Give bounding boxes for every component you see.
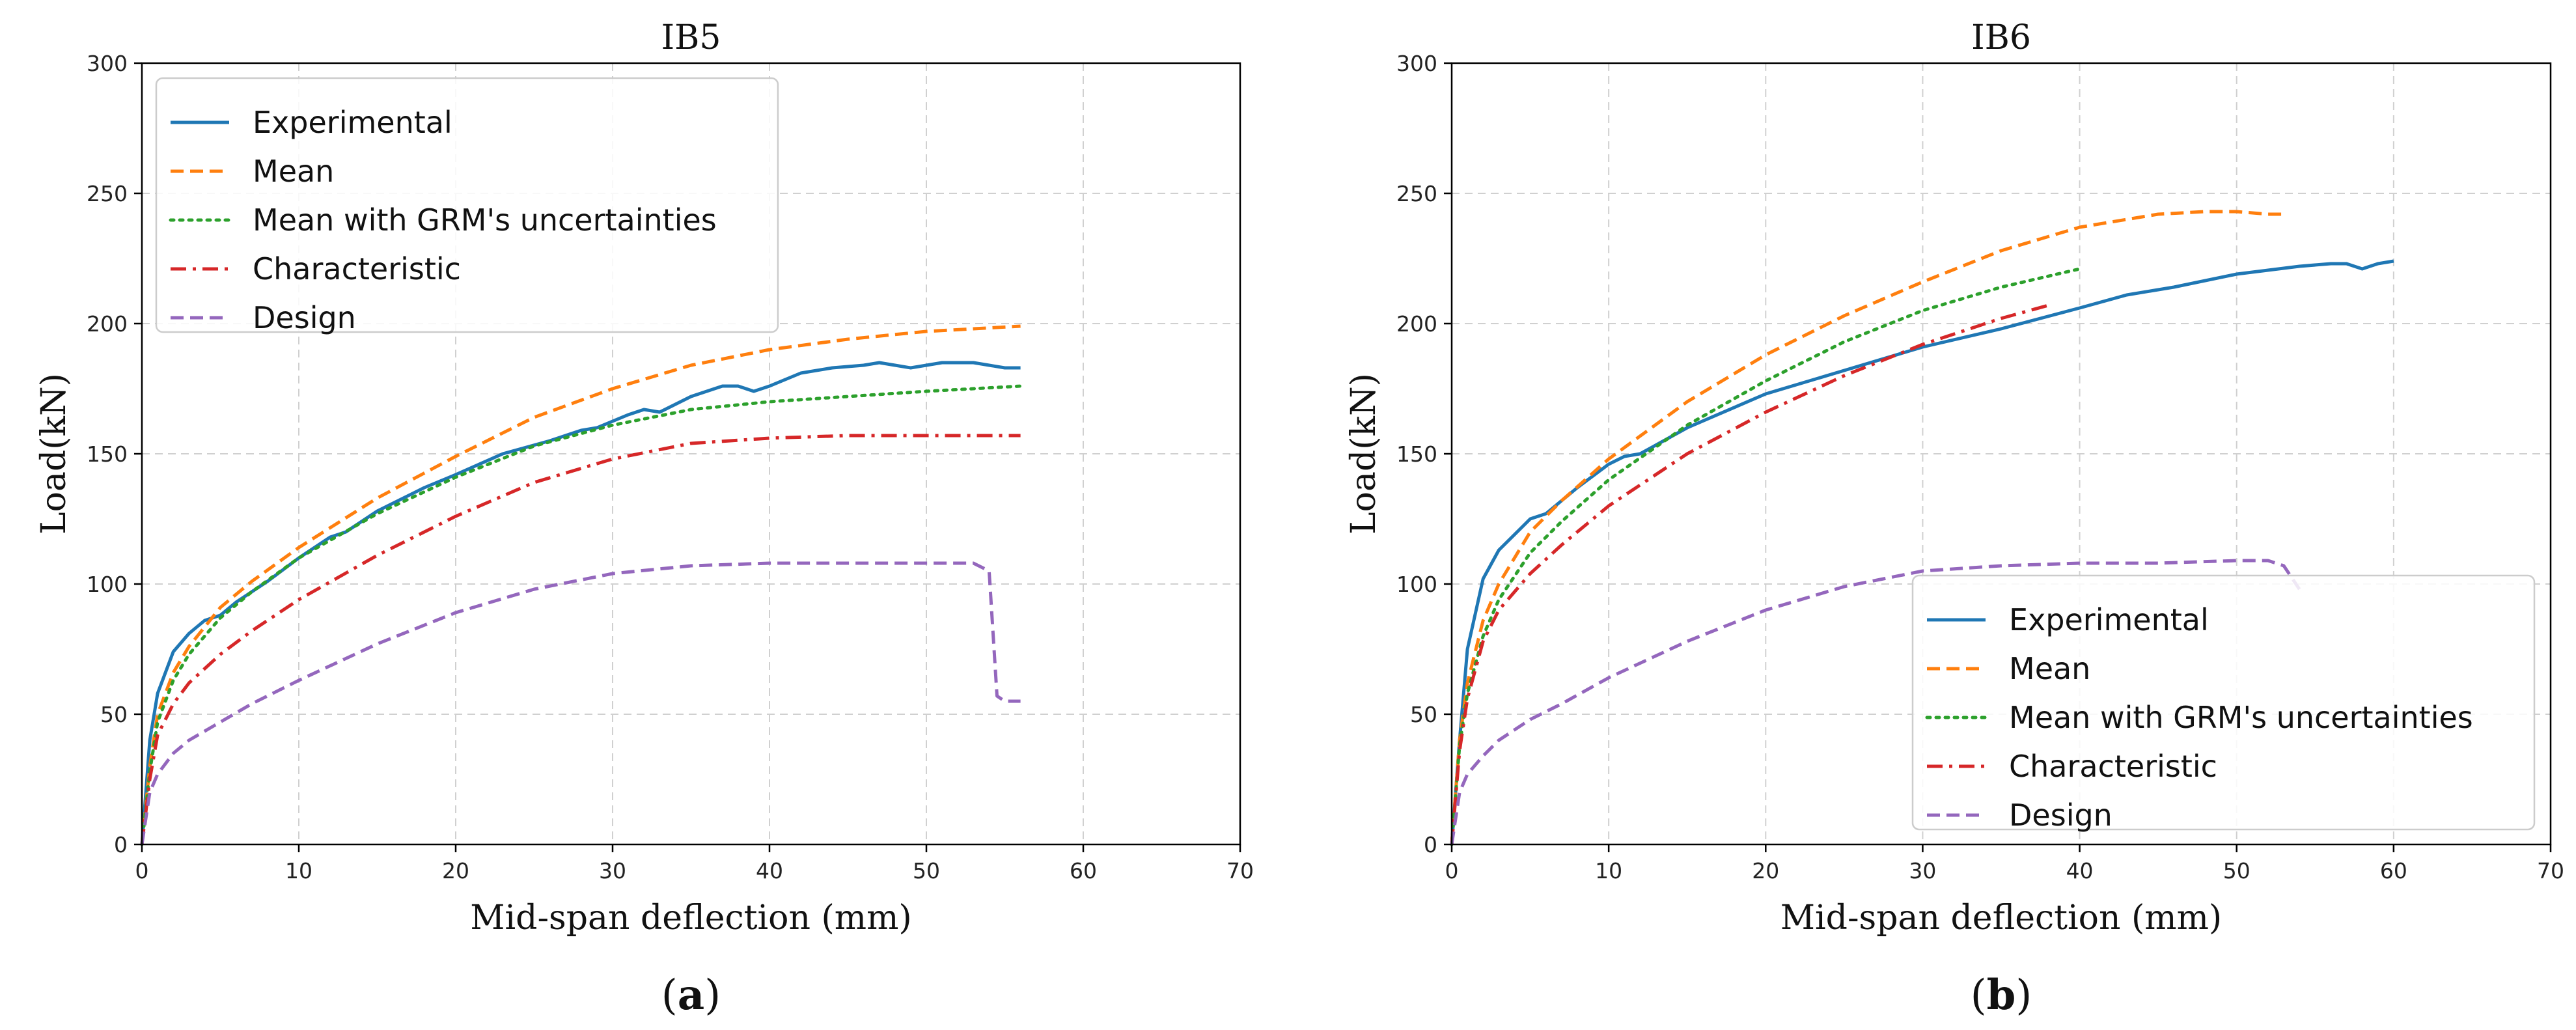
panel-a-y-tick-label-50: 50 <box>100 702 128 727</box>
panel-a-legend: Experimental Mean Mean with GRM's uncertai… <box>155 77 779 335</box>
panel-a-legend-box <box>155 77 779 333</box>
panel-a-y-tick-label-200: 200 <box>87 311 128 337</box>
panel-b-x-tick-label-10: 10 <box>1595 858 1622 884</box>
panel-a-series-1-line <box>140 324 1021 845</box>
panel-b-y-tick-label-150: 150 <box>1396 441 1437 467</box>
panel-b-series-0-line <box>1450 259 2394 845</box>
panel-b-legend-label-2: Mean with GRM's uncertainties <box>2009 700 2473 735</box>
panel-b-series-1-line <box>1450 210 2284 845</box>
panel-a-series-3-line <box>140 434 1021 845</box>
panel-a-x-tick-label-50: 50 <box>913 858 940 884</box>
panel-b-legend-label-1: Mean <box>2009 651 2090 686</box>
panel-b-x-tick-label-40: 40 <box>2066 858 2094 884</box>
panel-a-legend-label-3: Characteristic <box>253 251 461 286</box>
panel-a-legend-label-0: Experimental <box>253 105 452 140</box>
panel-a-chart: 0 10 20 30 40 50 60 70 0 50 100 150 200 250 300 IB5 Mid-… <box>35 18 1254 1020</box>
panel-b-label: (b) <box>1971 971 2032 1020</box>
panel-a-x-tick-label-0: 0 <box>135 858 149 884</box>
panel-b-legend: Experimental Mean Mean with GRM's uncertai… <box>1911 574 2536 833</box>
panel-b-y-tick-label-100: 100 <box>1396 572 1437 597</box>
panel-b-series-3-line <box>1450 303 2049 845</box>
panel-a-legend-label-1: Mean <box>253 154 334 189</box>
panel-b-y-tick-label-50: 50 <box>1410 702 1437 727</box>
panel-a-y-tick-label-300: 300 <box>87 51 128 76</box>
panel-a-series-4-line <box>140 561 1021 845</box>
panel-a-y-tick-label-150: 150 <box>87 441 128 467</box>
panel-b-y-tick-label-200: 200 <box>1396 311 1437 337</box>
panel-a-legend-label-2: Mean with GRM's uncertainties <box>253 202 717 238</box>
panel-b-y-tick-label-300: 300 <box>1396 51 1437 76</box>
panel-a-label: (a) <box>661 971 721 1020</box>
panel-a-x-tick-label-70: 70 <box>1226 858 1254 884</box>
panel-b-legend-label-3: Characteristic <box>2009 749 2217 784</box>
panel-a-x-tick-label-30: 30 <box>599 858 626 884</box>
panel-b-legend-label-0: Experimental <box>2009 602 2209 637</box>
panel-a-y-tick-label-100: 100 <box>87 572 128 597</box>
panel-b-y-axis-title: Load(kN) <box>1344 373 1383 535</box>
panel-b-series-4-line <box>1450 559 2301 845</box>
panel-b-legend-box <box>1911 574 2536 831</box>
panel-a-x-axis-title: Mid-span deflection (mm) <box>470 898 911 938</box>
panel-b-x-tick-label-70: 70 <box>2537 858 2564 884</box>
panel-b-x-axis-title: Mid-span deflection (mm) <box>1780 898 2222 938</box>
panel-a-legend-label-4: Design <box>253 300 356 335</box>
panel-a-title: IB5 <box>661 18 721 57</box>
panel-a-y-tick-label-250: 250 <box>87 181 128 206</box>
panel-b-title: IB6 <box>1971 18 2031 57</box>
panel-b-y-tick-label-250: 250 <box>1396 181 1437 206</box>
panel-b-x-tick-label-30: 30 <box>1909 858 1936 884</box>
panel-b-series-2-line <box>1450 267 2082 846</box>
panel-a-y-axis-title: Load(kN) <box>35 373 74 535</box>
panel-a-series-0-line <box>140 361 1021 845</box>
panel-a-x-tick-label-60: 60 <box>1070 858 1097 884</box>
panel-a-y-tick-label-0: 0 <box>114 832 128 857</box>
panel-b-chart: 0 10 20 30 40 50 60 70 0 50 100 150 200 250 300 IB6 Mid-… <box>1344 18 2564 1020</box>
panel-b-x-tick-label-0: 0 <box>1445 858 1459 884</box>
panel-b-legend-label-4: Design <box>2009 798 2112 833</box>
panel-a-x-tick-label-10: 10 <box>285 858 312 884</box>
panel-a-x-tick-label-40: 40 <box>756 858 783 884</box>
panel-b-x-tick-label-60: 60 <box>2380 858 2407 884</box>
panel-b-y-tick-label-0: 0 <box>1424 832 1437 857</box>
panel-a-x-tick-label-20: 20 <box>442 858 469 884</box>
panel-b-x-tick-label-20: 20 <box>1752 858 1779 884</box>
panel-b-x-tick-label-50: 50 <box>2223 858 2251 884</box>
